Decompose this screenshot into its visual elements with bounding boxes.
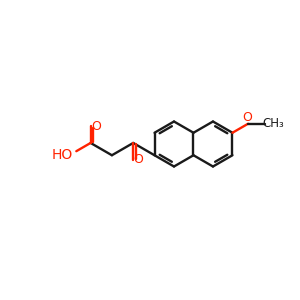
- Text: HO: HO: [52, 148, 73, 162]
- Text: O: O: [134, 153, 143, 166]
- Text: O: O: [242, 111, 252, 124]
- Text: O: O: [91, 120, 101, 133]
- Text: CH₃: CH₃: [263, 117, 284, 130]
